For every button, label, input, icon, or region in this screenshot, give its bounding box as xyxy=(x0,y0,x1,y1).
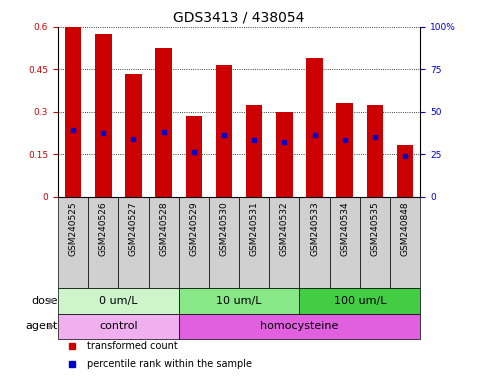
Text: GSM240534: GSM240534 xyxy=(340,202,349,256)
Text: GSM240526: GSM240526 xyxy=(99,202,108,256)
Bar xyxy=(239,197,270,288)
Bar xyxy=(330,197,360,288)
Bar xyxy=(360,197,390,288)
Text: GSM240525: GSM240525 xyxy=(69,202,78,256)
Bar xyxy=(95,34,112,197)
Bar xyxy=(337,103,353,197)
Bar xyxy=(390,197,420,288)
Bar xyxy=(88,197,118,288)
Bar xyxy=(209,197,239,288)
Text: GSM240848: GSM240848 xyxy=(400,202,410,256)
Text: agent: agent xyxy=(26,321,58,331)
Bar xyxy=(58,314,179,339)
Bar xyxy=(58,197,88,288)
Bar xyxy=(367,105,383,197)
Bar xyxy=(118,197,149,288)
Title: GDS3413 / 438054: GDS3413 / 438054 xyxy=(173,10,305,24)
Bar xyxy=(270,197,299,288)
Bar xyxy=(299,197,330,288)
Bar xyxy=(65,27,81,197)
Text: GSM240535: GSM240535 xyxy=(370,202,380,256)
Bar xyxy=(125,74,142,197)
Text: GSM240533: GSM240533 xyxy=(310,202,319,256)
Text: control: control xyxy=(99,321,138,331)
Text: GSM240529: GSM240529 xyxy=(189,202,199,256)
Bar xyxy=(246,105,262,197)
Text: GSM240531: GSM240531 xyxy=(250,202,259,256)
Bar xyxy=(306,58,323,197)
Text: dose: dose xyxy=(31,296,58,306)
Text: 10 um/L: 10 um/L xyxy=(216,296,262,306)
Text: homocysteine: homocysteine xyxy=(260,321,339,331)
Text: 100 um/L: 100 um/L xyxy=(334,296,386,306)
Bar xyxy=(299,288,420,314)
Bar xyxy=(216,65,232,197)
Text: GSM240532: GSM240532 xyxy=(280,202,289,256)
Text: GSM240527: GSM240527 xyxy=(129,202,138,256)
Bar xyxy=(179,314,420,339)
Text: percentile rank within the sample: percentile rank within the sample xyxy=(87,359,252,369)
Text: 0 um/L: 0 um/L xyxy=(99,296,138,306)
Text: GSM240528: GSM240528 xyxy=(159,202,168,256)
Bar xyxy=(156,48,172,197)
Text: transformed count: transformed count xyxy=(87,341,178,351)
Bar xyxy=(149,197,179,288)
Bar xyxy=(58,288,179,314)
Bar xyxy=(179,288,299,314)
Bar xyxy=(179,197,209,288)
Bar xyxy=(185,116,202,197)
Bar xyxy=(276,112,293,197)
Bar xyxy=(397,144,413,197)
Text: GSM240530: GSM240530 xyxy=(219,202,228,256)
